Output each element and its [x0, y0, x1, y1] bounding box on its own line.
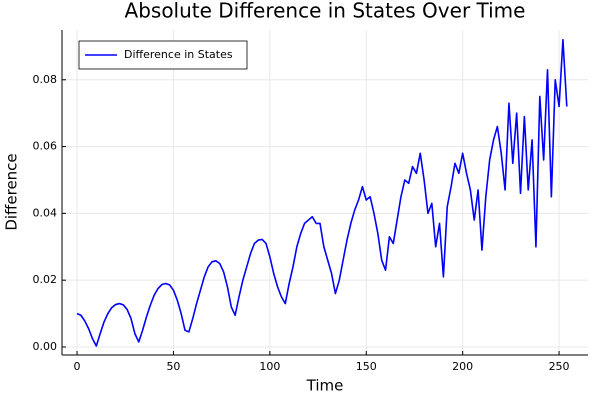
- x-tick-label: 50: [166, 360, 180, 373]
- x-tick-label: 250: [549, 360, 570, 373]
- chart-title: Absolute Difference in States Over Time: [125, 0, 526, 23]
- y-tick-label: 0.08: [33, 73, 58, 86]
- y-tick-label: 0.04: [33, 206, 58, 219]
- y-axis-label: Difference: [3, 153, 21, 230]
- x-axis-label: Time: [306, 377, 344, 395]
- x-tick-label: 100: [259, 360, 280, 373]
- x-tick-label: 150: [356, 360, 377, 373]
- data-line: [76, 38, 568, 347]
- y-tick-label: 0.00: [33, 340, 58, 353]
- y-tick-label: 0.06: [33, 140, 58, 153]
- x-tick-label: 0: [74, 360, 81, 373]
- legend-label: Difference in States: [124, 48, 233, 61]
- x-tick-label: 200: [452, 360, 473, 373]
- y-tick-label: 0.02: [33, 273, 58, 286]
